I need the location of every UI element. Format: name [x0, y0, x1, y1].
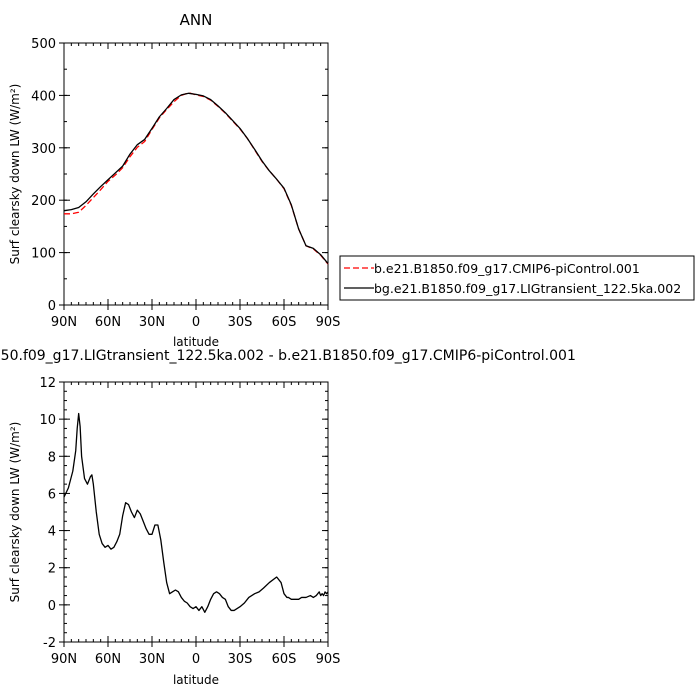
y-tick-label: 0: [48, 299, 56, 314]
y-tick-label: 500: [31, 37, 56, 52]
x-tick-label: 30N: [139, 315, 165, 330]
x-tick-label: 60S: [272, 315, 297, 330]
y-tick-label: 8: [48, 450, 56, 465]
y-tick-label: 100: [31, 247, 56, 262]
x-tick-label: 30S: [228, 652, 253, 667]
x-tick-label: 90S: [316, 652, 341, 667]
x-tick-label: 90S: [316, 315, 341, 330]
series-line: [63, 412, 329, 613]
x-axis-label: latitude: [173, 335, 219, 349]
x-tick-label: 60N: [95, 315, 121, 330]
x-tick-label: 60N: [95, 652, 121, 667]
y-tick-label: 12: [39, 376, 56, 391]
chart-title: bg.e21.B1850.f09_g17.LIGtransient_122.5k…: [0, 348, 576, 364]
x-tick-label: 0: [192, 652, 200, 667]
series-line: [63, 92, 329, 265]
legend-label: b.e21.B1850.f09_g17.CMIP6-piControl.001: [374, 261, 640, 276]
legend-box: [339, 255, 695, 301]
y-tick-label: -2: [43, 636, 56, 651]
y-tick-label: 400: [31, 89, 56, 104]
y-tick-label: 300: [31, 142, 56, 157]
x-tick-label: 60S: [272, 652, 297, 667]
x-tick-label: 90N: [51, 652, 77, 667]
x-tick-label: 30S: [228, 315, 253, 330]
y-tick-label: 200: [31, 194, 56, 209]
x-axis-label: latitude: [173, 673, 219, 687]
chart-title: ANN: [180, 11, 213, 29]
bottom-panel-difference: bg.e21.B1850.f09_g17.LIGtransient_122.5k…: [0, 348, 576, 687]
y-axis-label: Surf clearsky down LW (W/m²): [8, 422, 22, 603]
y-tick-label: 4: [48, 525, 56, 540]
series-line: [64, 92, 329, 265]
y-tick-label: 0: [48, 599, 56, 614]
y-axis-label: Surf clearsky down LW (W/m²): [8, 84, 22, 265]
y-tick-label: 10: [39, 413, 56, 428]
x-tick-label: 30N: [139, 652, 165, 667]
top-panel-ann: ANN 0 100 200 300 400 500 90N 60N 30N 0 30S 60S 90S la…: [8, 11, 340, 349]
y-tick-label: 6: [48, 487, 56, 502]
plot-frame: [63, 42, 329, 306]
y-tick-label: 2: [48, 562, 56, 577]
x-tick-label: 0: [192, 315, 200, 330]
legend-label: bg.e21.B1850.f09_g17.LIGtransient_122.5k…: [374, 281, 681, 296]
legend: b.e21.B1850.f09_g17.CMIP6-piControl.001b…: [339, 255, 695, 301]
plot-frame: [63, 381, 329, 643]
x-tick-label: 90N: [51, 315, 77, 330]
